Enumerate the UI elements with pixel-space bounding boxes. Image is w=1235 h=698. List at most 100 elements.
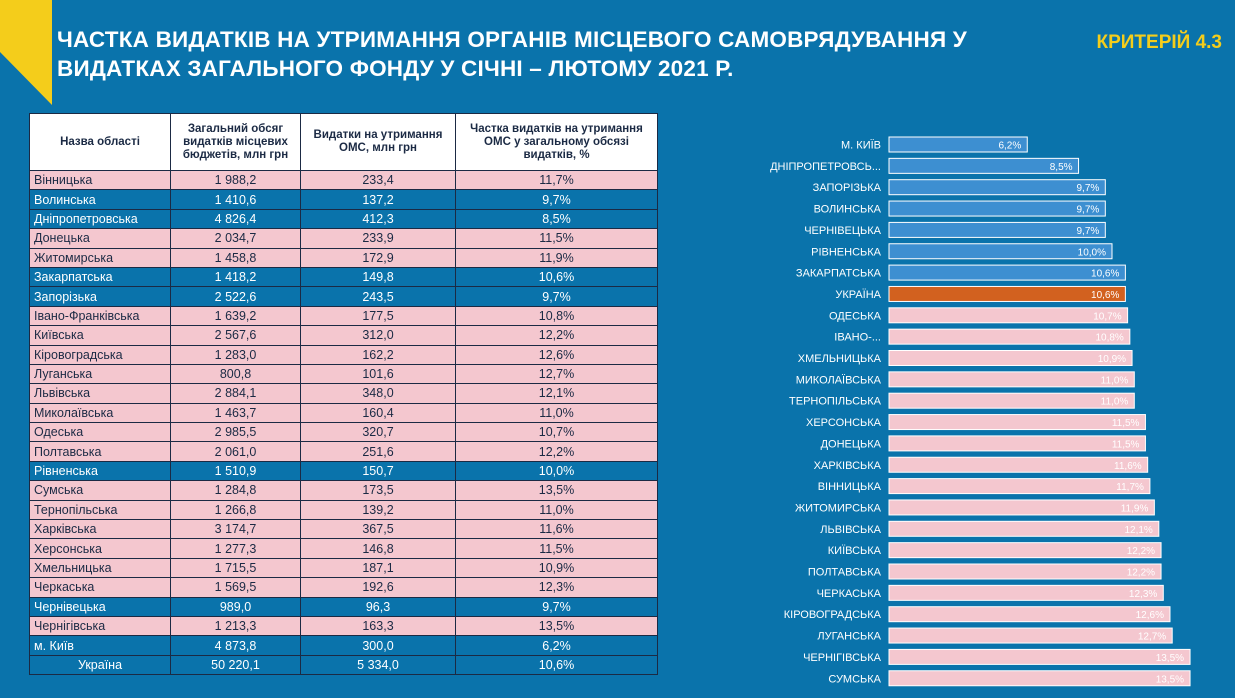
table-row: Чернівецька 989,0 96,3 9,7% [29,596,658,617]
bar-24 [888,648,1191,665]
table-total-row: Україна 50 220,1 5 334,0 10,6% [29,654,658,676]
share-cell: 10,6% [455,266,658,288]
data-label: 13,5% [1156,653,1184,664]
bar-8 [888,307,1129,324]
total-expenditure-cell: 1 418,2 [170,266,301,288]
share-cell: 12,7% [455,363,658,385]
bar-25 [888,670,1191,687]
table-row: Закарпатська 1 418,2 149,8 10,6% [29,266,658,288]
share-cell: 12,6% [455,344,658,365]
total-expenditure-cell: 4 826,4 [170,208,301,230]
oms-expenditure-cell: 412,3 [300,208,456,230]
region-name-cell: Херсонська [29,538,171,559]
oms-expenditure-cell: 101,6 [300,363,456,385]
table-row: Вінницька 1 988,2 233,4 11,7% [29,169,658,191]
table-row: Сумська 1 284,8 173,5 13,5% [29,480,658,501]
table-header-row: Назва області Загальний обсяг видатків м… [29,113,658,171]
title-line-1: ЧАСТКА ВИДАТКІВ НА УТРИМАННЯ ОРГАНІВ МІС… [57,27,967,52]
data-label: 9,7% [1077,205,1100,216]
category-label: ОДЕСЬКА [829,310,882,322]
column-header-total: Загальний обсяг видатків місцевих бюджет… [170,113,301,171]
bar-3 [888,200,1106,217]
category-label: ЧЕРНІГІВСЬКА [803,652,882,664]
category-label: ІВАНО-... [834,332,881,344]
region-name-cell: Чернігівська [29,615,171,637]
category-label: ЛУГАНСЬКА [817,631,881,643]
share-cell: 11,5% [455,538,658,559]
category-label: ЛЬВІВСЬКА [820,524,881,536]
region-name-cell: Тернопільська [29,499,171,521]
region-name-cell: Полтавська [29,441,171,462]
share-cell: 9,7% [455,596,658,617]
table-row: Рівненська 1 510,9 150,7 10,0% [29,460,658,482]
oms-expenditure-cell: 300,0 [300,635,456,656]
table-row: Донецька 2 034,7 233,9 11,5% [29,228,658,249]
category-label: ЗАПОРІЗЬКА [813,182,882,194]
share-cell: 12,1% [455,383,658,404]
data-label: 10,6% [1091,290,1119,301]
share-cell: 11,6% [455,519,658,540]
oms-expenditure-cell: 348,0 [300,383,456,404]
total-expenditure-cell: 1 284,8 [170,480,301,501]
bar-20 [888,563,1162,580]
data-label: 8,5% [1050,162,1073,173]
region-name-cell: Вінницька [29,169,171,191]
total-expenditure-cell: 4 873,8 [170,635,301,656]
region-name-cell: Рівненська [29,460,171,482]
total-expenditure-cell: 989,0 [170,596,301,617]
data-label: 12,2% [1127,568,1155,579]
category-label: ПОЛТАВСЬКА [808,567,882,579]
region-name-cell: Луганська [29,363,171,385]
bar-chart-svg: М. КИЇВ 6,2% ДНІПРОПЕТРОВСЬ... 8,5% ЗАПОРІЗЬ… [770,136,1191,687]
bar-16 [888,478,1151,495]
page-title: ЧАСТКА ВИДАТКІВ НА УТРИМАННЯ ОРГАНІВ МІС… [57,25,977,83]
column-header-region: Назва області [29,113,171,171]
bar-13 [888,414,1146,431]
bar-1 [888,157,1080,174]
oms-expenditure-cell: 177,5 [300,305,456,327]
share-cell: 12,2% [455,441,658,462]
share-cell: 8,5% [455,208,658,230]
data-label: 10,0% [1078,247,1106,258]
share-cell: 13,5% [455,615,658,637]
data-label: 6,2% [998,141,1021,152]
bar-9 [888,328,1131,345]
table-row: Житомирська 1 458,8 172,9 11,9% [29,247,658,268]
data-label: 13,5% [1156,674,1184,685]
data-label: 12,6% [1136,610,1164,621]
region-name-cell: Чернівецька [29,596,171,617]
total-expenditure-cell: 2 884,1 [170,383,301,404]
total-expenditure-cell: 800,8 [170,363,301,385]
table-row: Львівська 2 884,1 348,0 12,1% [29,383,658,404]
category-label: КИЇВСЬКА [828,545,882,557]
column-header-share: Частка видатків на утримання ОМС у загал… [455,113,658,171]
table-row: Хмельницька 1 715,5 187,1 10,9% [29,557,658,579]
share-cell: 6,2% [455,635,658,656]
data-label: 12,1% [1124,525,1152,536]
category-label: ХЕРСОНСЬКА [806,417,882,429]
region-name-cell: Харківська [29,519,171,540]
oms-expenditure-cell: 163,3 [300,615,456,637]
data-label: 11,7% [1116,482,1144,493]
share-cell: 11,0% [455,402,658,424]
bar-15 [888,456,1149,473]
total-expenditure-cell: 1 283,0 [170,344,301,365]
region-name-cell: Житомирська [29,247,171,268]
data-label: 11,0% [1101,397,1129,408]
table-row: Миколаївська 1 463,7 160,4 11,0% [29,402,658,424]
region-name-cell: Хмельницька [29,557,171,579]
oms-expenditure-cell: 312,0 [300,325,456,346]
total-expenditure-cell: 3 174,7 [170,519,301,540]
table-row: Херсонська 1 277,3 146,8 11,5% [29,538,658,559]
share-cell: 11,0% [455,499,658,521]
oms-expenditure-cell: 192,6 [300,577,456,598]
column-header-oms: Видатки на утримання ОМС, млн грн [300,113,456,171]
total-expenditure-cell: 1 639,2 [170,305,301,327]
table-row: Одеська 2 985,5 320,7 10,7% [29,422,658,443]
bar-7 [888,285,1126,302]
data-label: 10,8% [1095,333,1123,344]
oms-expenditure-cell: 233,9 [300,228,456,249]
data-label: 9,7% [1077,183,1100,194]
region-name-cell: Кіровоградська [29,344,171,365]
oms-expenditure-cell: 187,1 [300,557,456,579]
